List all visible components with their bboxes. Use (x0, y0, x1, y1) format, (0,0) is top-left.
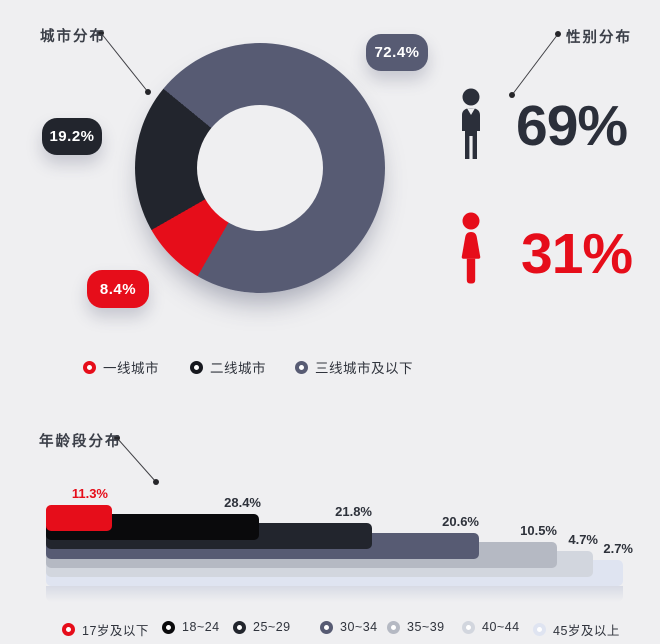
legend-item: 35~39 (387, 620, 445, 634)
legend-label: 35~39 (407, 620, 445, 634)
legend-item: 三线城市及以下 (295, 357, 413, 377)
male-icon (462, 88, 480, 159)
legend-ring-icon (233, 620, 246, 634)
bar-label: 28.4% (224, 495, 261, 510)
tier3-value-badge: 72.4% (366, 34, 428, 71)
bar-chart-shadow (46, 586, 623, 602)
legend-label: 25~29 (253, 620, 291, 634)
legend-ring-icon (295, 360, 308, 374)
legend-ring-icon (533, 623, 546, 636)
tier1-value-badge: 8.4% (87, 270, 149, 308)
legend-ring-icon (190, 360, 203, 374)
legend-label: 二线城市 (210, 361, 266, 376)
legend-label: 45岁及以上 (553, 624, 620, 638)
male-percentage: 69% (516, 94, 628, 158)
legend-ring-icon (462, 620, 475, 634)
bar-label: 11.3% (71, 486, 108, 501)
legend-item: 18~24 (162, 620, 220, 634)
legend-ring-icon (320, 620, 333, 634)
bar-label: 2.7% (603, 541, 633, 556)
donut-hole (197, 105, 323, 231)
legend-label: 一线城市 (103, 361, 159, 376)
legend-label: 30~34 (340, 620, 378, 634)
legend-label: 18~24 (182, 620, 220, 634)
legend-item: 40~44 (462, 620, 520, 634)
legend-item: 25~29 (233, 620, 291, 634)
bar-label: 10.5% (520, 523, 557, 538)
legend-item: 45岁及以上 (533, 620, 620, 639)
bar-label: 20.6% (442, 514, 479, 529)
legend-item: 17岁及以下 (62, 620, 149, 639)
bar-label: 21.8% (335, 504, 372, 519)
tier2-value-badge: 19.2% (42, 118, 102, 155)
bar-17岁及以下 (46, 505, 112, 531)
legend-item: 一线城市 (83, 357, 159, 377)
legend-item: 二线城市 (190, 357, 266, 377)
legend-ring-icon (83, 360, 96, 374)
female-percentage: 31% (521, 222, 633, 286)
bar-label: 4.7% (568, 532, 598, 547)
female-icon (461, 212, 481, 284)
legend-label: 40~44 (482, 620, 520, 634)
legend-item: 30~34 (320, 620, 378, 634)
legend-label: 17岁及以下 (82, 624, 149, 638)
gender-distribution-title: 性别分布 (566, 30, 632, 46)
legend-ring-icon (387, 620, 400, 634)
legend-ring-icon (162, 620, 175, 634)
legend-ring-icon (62, 623, 75, 636)
age-distribution-title: 年龄段分布 (39, 434, 122, 450)
legend-label: 三线城市及以下 (315, 361, 413, 376)
city-distribution-title: 城市分布 (40, 29, 106, 45)
